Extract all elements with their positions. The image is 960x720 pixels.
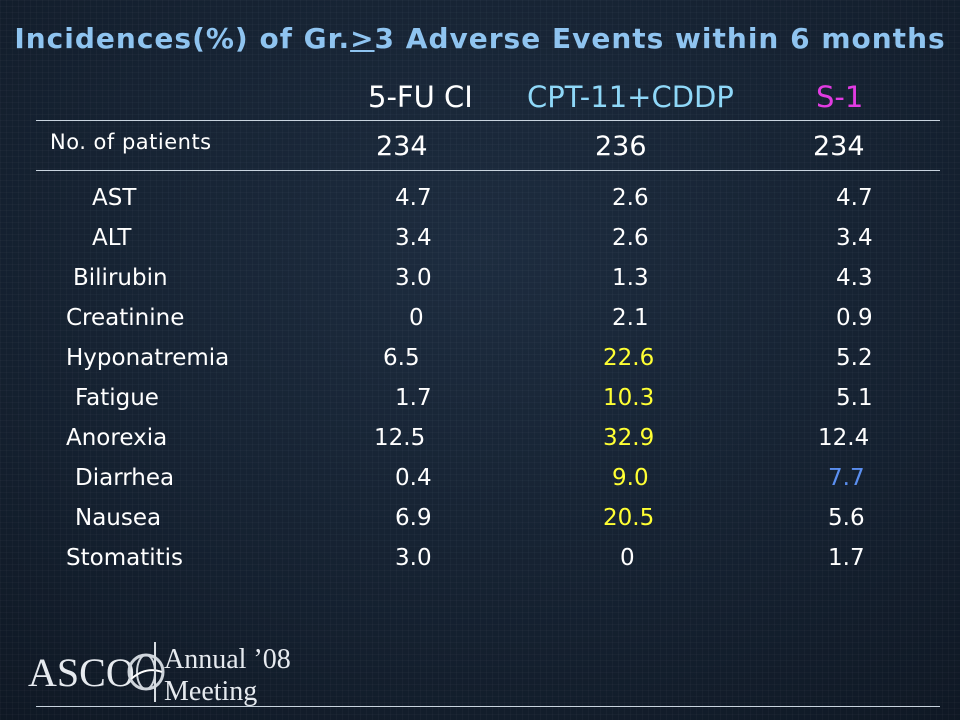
- row-label: Fatigue: [75, 385, 159, 411]
- logo-line-annual: Annual ’08: [164, 644, 291, 675]
- cell-cpt11-cddp: 1.3: [612, 265, 649, 291]
- cell-cpt11-cddp: 0: [620, 545, 635, 571]
- logo-line-meeting: Meeting: [164, 676, 257, 707]
- row-label: Diarrhea: [75, 465, 175, 491]
- cell-s1: 5.1: [836, 385, 873, 411]
- cell-s1: 3.4: [836, 225, 873, 251]
- cell-cpt11-cddp: 2.6: [612, 185, 649, 211]
- row-label: Hyponatremia: [66, 345, 230, 371]
- cell-cpt11-cddp-highlight: 20.5: [603, 505, 655, 531]
- cell-5fu: 3.4: [395, 225, 432, 251]
- slide-title: Incidences(%) of Gr.>3 Adverse Events wi…: [0, 22, 960, 55]
- patients-label: No. of patients: [50, 130, 212, 154]
- cell-5fu: 6.5: [383, 345, 420, 371]
- asco-annual-meeting-logo: ASCO Annual ’08 Meeting: [28, 642, 291, 707]
- cell-cpt11-cddp: 2.1: [612, 305, 649, 331]
- row-label: Creatinine: [66, 305, 185, 331]
- patients-divider: [36, 170, 940, 171]
- cell-cpt11-cddp: 2.6: [612, 225, 649, 251]
- column-header-5fu: 5-FU CI: [368, 80, 473, 114]
- cell-5fu: 6.9: [395, 505, 432, 531]
- patients-count-s1: 234: [813, 131, 865, 162]
- row-label: Nausea: [75, 505, 162, 531]
- row-label: Stomatitis: [66, 545, 183, 571]
- row-label: ALT: [92, 225, 132, 251]
- row-label: Anorexia: [66, 425, 168, 451]
- patients-count-cpt11-cddp: 236: [595, 131, 647, 162]
- cell-5fu: 0: [409, 305, 424, 331]
- cell-cpt11-cddp-highlight: 22.6: [603, 345, 655, 371]
- cell-s1: 4.3: [836, 265, 873, 291]
- row-label: Bilirubin: [73, 265, 168, 291]
- row-label: AST: [92, 185, 137, 211]
- header-divider: [36, 120, 940, 121]
- title-ge-symbol: >: [350, 22, 375, 55]
- cell-5fu: 3.0: [395, 265, 432, 291]
- cell-cpt11-cddp-highlight: 32.9: [603, 425, 655, 451]
- cell-s1: 12.4: [818, 425, 870, 451]
- footer-divider: [36, 706, 940, 707]
- cell-5fu: 4.7: [395, 185, 432, 211]
- cell-cpt11-cddp-highlight: 9.0: [612, 465, 649, 491]
- column-header-cpt11-cddp: CPT-11+CDDP: [527, 80, 734, 114]
- cell-s1: 5.6: [828, 505, 865, 531]
- cell-s1: 1.7: [828, 545, 865, 571]
- cell-s1: 5.2: [836, 345, 873, 371]
- cell-s1: 4.7: [836, 185, 873, 211]
- title-suffix: 3 Adverse Events within 6 months: [374, 22, 946, 55]
- cell-5fu: 0.4: [395, 465, 432, 491]
- logo-wordmark: ASCO: [28, 650, 135, 695]
- column-header-s1: S-1: [816, 80, 864, 114]
- cell-s1: 0.9: [836, 305, 873, 331]
- title-prefix: Incidences(%) of Gr.: [14, 22, 351, 55]
- globe-icon: [127, 653, 165, 691]
- cell-5fu: 1.7: [395, 385, 432, 411]
- cell-5fu: 12.5: [374, 425, 426, 451]
- cell-s1-highlight: 7.7: [828, 465, 865, 491]
- cell-cpt11-cddp-highlight: 10.3: [603, 385, 655, 411]
- patients-count-5fu: 234: [376, 131, 428, 162]
- cell-5fu: 3.0: [395, 545, 432, 571]
